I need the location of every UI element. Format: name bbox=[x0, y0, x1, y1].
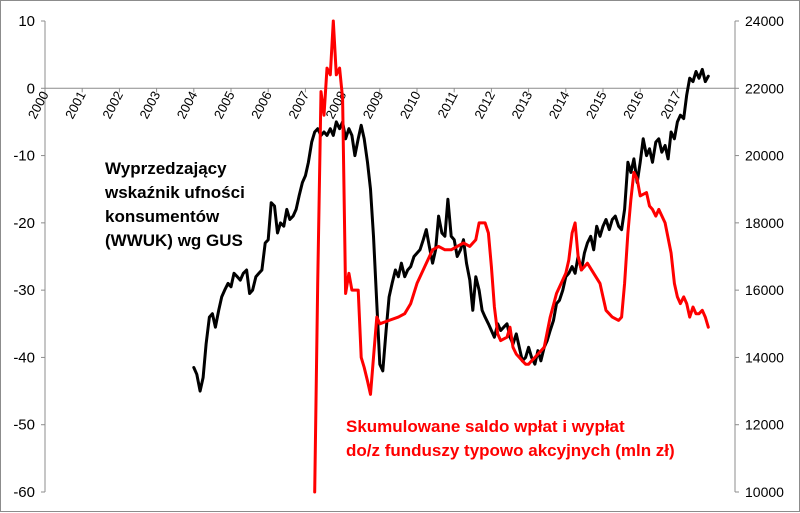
left-tick-label: -10 bbox=[13, 148, 35, 165]
series-layer bbox=[192, 19, 710, 494]
annotation-line: Wyprzedzający bbox=[105, 159, 227, 178]
right-tick-label: 22000 bbox=[745, 80, 784, 96]
annotation-line: (WWUK) wg GUS bbox=[105, 231, 243, 250]
left-tick-label: -40 bbox=[13, 349, 35, 366]
right-tick-label: 20000 bbox=[745, 148, 784, 164]
right-tick-label: 14000 bbox=[745, 349, 784, 365]
right-tick-label: 12000 bbox=[745, 417, 784, 433]
annotation-wwuk: Wyprzedzający wskaźnik ufności konsument… bbox=[105, 157, 305, 253]
series-line-fund-flows bbox=[313, 19, 710, 494]
left-y-axis: 10 0 -10 -20 -30 -40 -50 -60 bbox=[13, 13, 46, 501]
left-tick-label: -60 bbox=[13, 484, 35, 501]
x-tick-label: 2002 bbox=[99, 89, 126, 122]
annotation-fund-flows: Skumulowane saldo wpłat i wypłat do/z fu… bbox=[346, 415, 766, 463]
left-tick-label: 0 bbox=[27, 80, 35, 97]
x-tick-label: 2001 bbox=[62, 89, 89, 122]
x-tick-label: 2014 bbox=[546, 89, 573, 122]
x-tick-label: 2012 bbox=[471, 89, 498, 122]
right-tick-label: 18000 bbox=[745, 215, 784, 231]
x-tick-label: 2015 bbox=[583, 89, 610, 122]
x-tick-label: 2011 bbox=[434, 89, 460, 121]
x-tick-label: 2006 bbox=[248, 89, 275, 122]
series-line-wwuk bbox=[192, 67, 710, 393]
x-tick-label: 2005 bbox=[211, 89, 238, 122]
x-tick-label: 2013 bbox=[508, 89, 535, 122]
x-tick-label: 2003 bbox=[136, 89, 163, 122]
annotation-line: konsumentów bbox=[105, 207, 220, 226]
left-tick-label: -30 bbox=[13, 282, 35, 299]
right-y-axis: 24000 22000 20000 18000 16000 14000 12000 10000 bbox=[734, 13, 784, 500]
x-tick-label: 2016 bbox=[620, 89, 647, 122]
right-tick-label: 16000 bbox=[745, 282, 784, 298]
x-tick-label: 2004 bbox=[174, 89, 201, 122]
annotation-line: Skumulowane saldo wpłat i wypłat bbox=[346, 417, 625, 436]
x-tick-label: 2009 bbox=[360, 89, 387, 122]
right-tick-label: 10000 bbox=[745, 484, 784, 500]
left-tick-label: -50 bbox=[13, 417, 35, 434]
right-tick-label: 24000 bbox=[745, 13, 784, 29]
left-tick-label: 10 bbox=[18, 13, 35, 30]
x-tick-label: 2007 bbox=[285, 89, 312, 122]
annotation-line: wskaźnik ufności bbox=[105, 183, 245, 202]
x-axis: 2000 2001 2002 2003 2004 2005 2006 2007 2008 2009… bbox=[25, 87, 735, 122]
x-tick-label: 2010 bbox=[397, 89, 424, 122]
left-tick-label: -20 bbox=[13, 215, 35, 232]
annotation-line: do/z funduszy typowo akcyjnych (mln zł) bbox=[346, 441, 675, 460]
